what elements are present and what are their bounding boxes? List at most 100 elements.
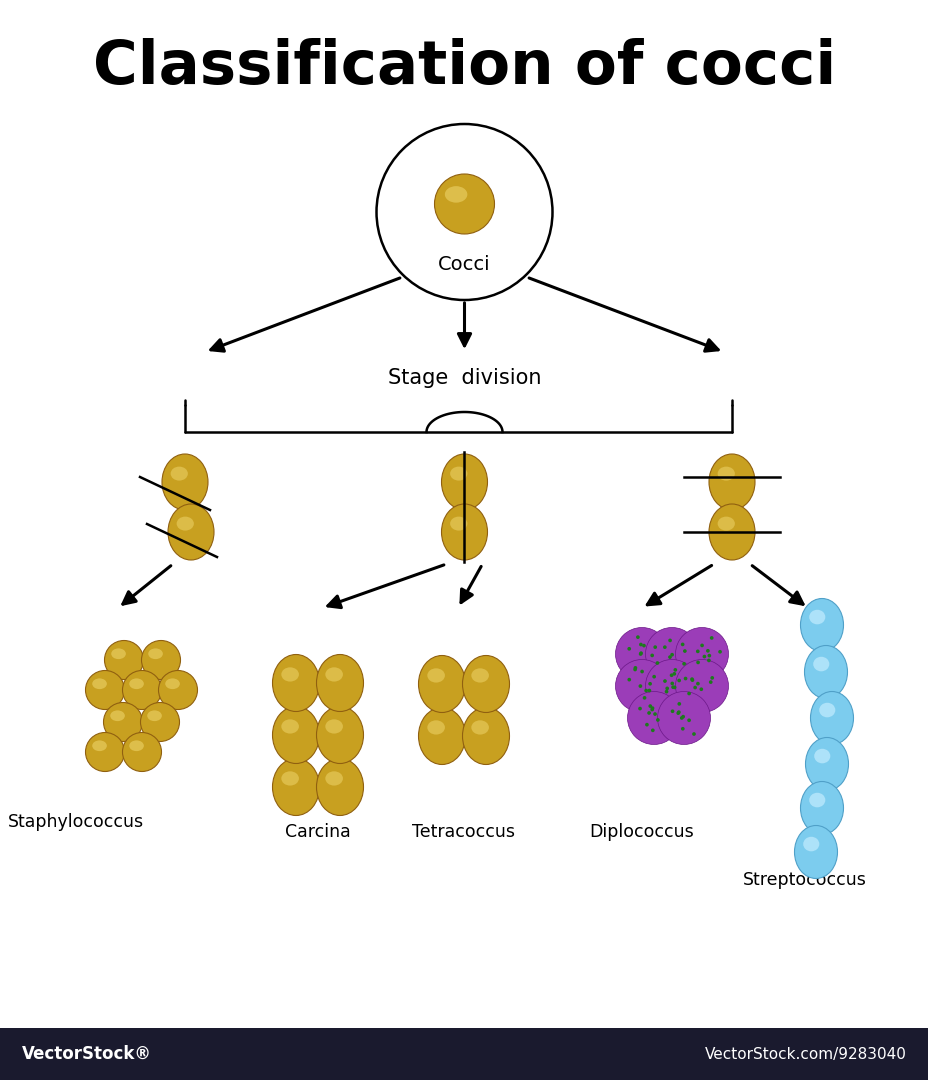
Ellipse shape — [690, 678, 693, 681]
Ellipse shape — [702, 654, 705, 659]
Ellipse shape — [281, 667, 299, 681]
Ellipse shape — [680, 727, 684, 730]
Ellipse shape — [122, 732, 161, 771]
Ellipse shape — [671, 686, 675, 689]
Text: Streptococcus: Streptococcus — [742, 870, 866, 889]
Ellipse shape — [670, 710, 674, 713]
Ellipse shape — [710, 676, 714, 679]
Text: VectorStock.com/9283040: VectorStock.com/9283040 — [704, 1047, 906, 1062]
Ellipse shape — [707, 653, 711, 658]
Ellipse shape — [672, 672, 676, 676]
Ellipse shape — [129, 678, 144, 689]
Ellipse shape — [818, 703, 834, 717]
Ellipse shape — [681, 662, 685, 665]
Ellipse shape — [648, 704, 651, 708]
Ellipse shape — [652, 645, 656, 649]
Ellipse shape — [441, 504, 487, 561]
Ellipse shape — [708, 680, 712, 684]
Ellipse shape — [676, 712, 679, 715]
Ellipse shape — [147, 711, 161, 721]
Ellipse shape — [644, 723, 648, 727]
Ellipse shape — [650, 706, 653, 710]
Ellipse shape — [85, 671, 124, 710]
Ellipse shape — [690, 677, 693, 681]
Ellipse shape — [642, 696, 646, 700]
Ellipse shape — [159, 671, 198, 710]
Ellipse shape — [171, 467, 187, 481]
Ellipse shape — [103, 702, 142, 742]
Text: Staphylococcus: Staphylococcus — [8, 813, 144, 831]
Ellipse shape — [667, 656, 671, 659]
Ellipse shape — [636, 635, 639, 639]
Ellipse shape — [647, 689, 651, 692]
Ellipse shape — [687, 718, 690, 723]
Ellipse shape — [638, 643, 642, 647]
Ellipse shape — [111, 648, 125, 659]
Ellipse shape — [638, 651, 642, 654]
Text: Tetracoccus: Tetracoccus — [412, 823, 515, 841]
Text: Classification of cocci: Classification of cocci — [93, 38, 835, 97]
Ellipse shape — [445, 186, 467, 203]
Ellipse shape — [161, 454, 208, 510]
Ellipse shape — [462, 656, 509, 713]
Ellipse shape — [450, 516, 467, 530]
Ellipse shape — [641, 644, 645, 647]
Ellipse shape — [418, 656, 465, 713]
Ellipse shape — [85, 732, 124, 771]
Ellipse shape — [427, 720, 445, 734]
Ellipse shape — [695, 649, 699, 653]
Ellipse shape — [651, 675, 655, 678]
Ellipse shape — [129, 741, 144, 751]
Ellipse shape — [633, 666, 637, 670]
Ellipse shape — [441, 454, 487, 510]
Ellipse shape — [695, 661, 699, 664]
Text: Cocci: Cocci — [438, 255, 490, 273]
Ellipse shape — [672, 686, 676, 689]
Ellipse shape — [655, 661, 659, 665]
Ellipse shape — [316, 758, 363, 815]
Ellipse shape — [645, 627, 698, 680]
Ellipse shape — [626, 647, 630, 650]
Ellipse shape — [692, 686, 696, 689]
Ellipse shape — [462, 707, 509, 765]
Ellipse shape — [316, 654, 363, 712]
Ellipse shape — [677, 678, 680, 683]
Ellipse shape — [272, 758, 319, 815]
Ellipse shape — [140, 702, 179, 742]
Ellipse shape — [638, 685, 641, 688]
Bar — [0, 1028, 928, 1080]
Ellipse shape — [800, 598, 843, 651]
Ellipse shape — [272, 706, 319, 764]
Ellipse shape — [272, 654, 319, 712]
Ellipse shape — [639, 670, 643, 674]
Ellipse shape — [633, 667, 637, 672]
Ellipse shape — [673, 669, 677, 672]
Text: Stage  division: Stage division — [387, 368, 541, 388]
Ellipse shape — [122, 671, 161, 710]
Ellipse shape — [706, 659, 710, 662]
Ellipse shape — [645, 660, 698, 713]
Ellipse shape — [716, 516, 734, 530]
Ellipse shape — [667, 638, 671, 643]
Ellipse shape — [92, 678, 107, 689]
Ellipse shape — [470, 669, 488, 683]
Circle shape — [376, 124, 552, 300]
Ellipse shape — [813, 748, 830, 764]
Ellipse shape — [281, 771, 299, 785]
Ellipse shape — [708, 454, 754, 510]
Ellipse shape — [687, 691, 690, 696]
Ellipse shape — [648, 681, 651, 686]
Ellipse shape — [809, 691, 853, 744]
Ellipse shape — [450, 467, 467, 481]
Ellipse shape — [165, 678, 180, 689]
Ellipse shape — [644, 689, 648, 692]
Ellipse shape — [657, 691, 710, 744]
Ellipse shape — [699, 687, 702, 691]
Ellipse shape — [677, 711, 680, 714]
Ellipse shape — [638, 652, 642, 656]
Ellipse shape — [717, 650, 721, 653]
Ellipse shape — [651, 729, 654, 732]
Ellipse shape — [705, 649, 709, 652]
Ellipse shape — [615, 660, 668, 713]
Ellipse shape — [664, 687, 668, 690]
